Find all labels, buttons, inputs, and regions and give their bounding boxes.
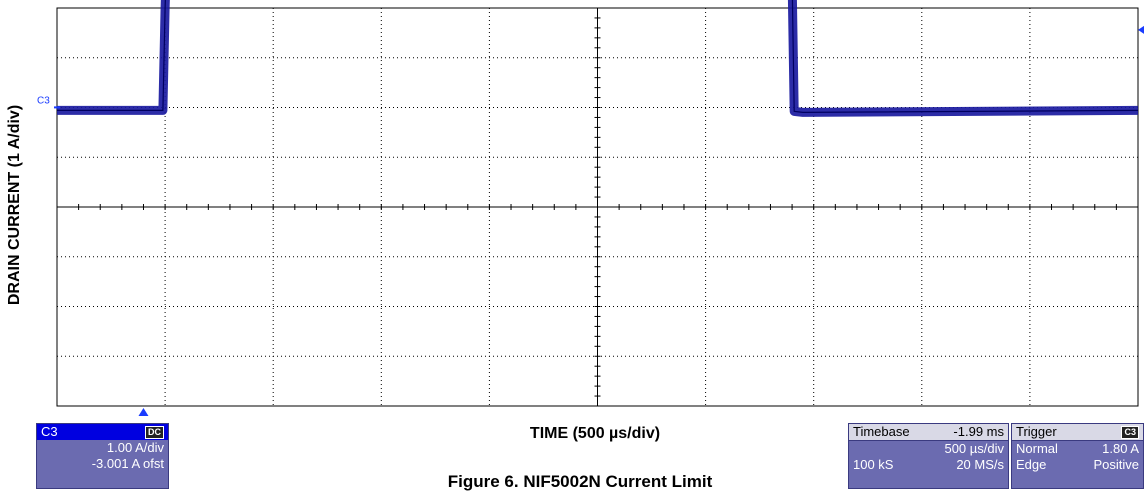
oscilloscope-plot: C3	[37, 0, 1144, 416]
timebase-title: Timebase	[853, 424, 910, 439]
channel-c3-name: C3	[41, 424, 58, 439]
trigger-title: Trigger	[1016, 424, 1057, 439]
channel-scale: 1.00 A/div	[106, 440, 164, 455]
timebase-rate: 500 µs/div	[944, 441, 1004, 456]
trigger-slope: Positive	[1093, 457, 1139, 472]
timebase-samples: 100 kS	[853, 457, 894, 472]
channel-offset: -3.001 A ofst	[91, 456, 164, 471]
trigger-type: Edge	[1016, 457, 1047, 472]
channel-c3-header: C3 DC	[37, 424, 168, 440]
trigger-level: 1.80 A	[1102, 441, 1139, 456]
channel-ground-label: C3	[37, 95, 50, 106]
plot-frame	[56, 7, 1139, 407]
trigger-header: Trigger C3	[1012, 424, 1143, 441]
trigger-panel[interactable]: Trigger C3 Normal 1.80 A Edge Positive	[1011, 423, 1144, 489]
timebase-header: Timebase -1.99 ms	[849, 424, 1008, 441]
trigger-time-marker	[138, 408, 149, 416]
timebase-delay: -1.99 ms	[953, 424, 1004, 439]
channel-coupling-badge: DC	[145, 425, 164, 439]
channel-c3-panel[interactable]: C3 DC 1.00 A/div -3.001 A ofst	[36, 423, 169, 489]
timebase-sample-rate: 20 MS/s	[956, 457, 1004, 472]
trigger-source-badge: C3	[1121, 425, 1139, 439]
trigger-mode: Normal	[1016, 441, 1058, 456]
marker-layer: C3	[37, 25, 1144, 416]
figure-caption: Figure 6. NIF5002N Current Limit	[447, 472, 713, 491]
graticule	[56, 7, 1139, 407]
timebase-panel[interactable]: Timebase -1.99 ms 500 µs/div 100 kS 20 M…	[848, 423, 1009, 489]
x-axis-label: TIME (500 µs/div)	[529, 425, 661, 442]
trigger-level-marker	[1138, 25, 1144, 34]
